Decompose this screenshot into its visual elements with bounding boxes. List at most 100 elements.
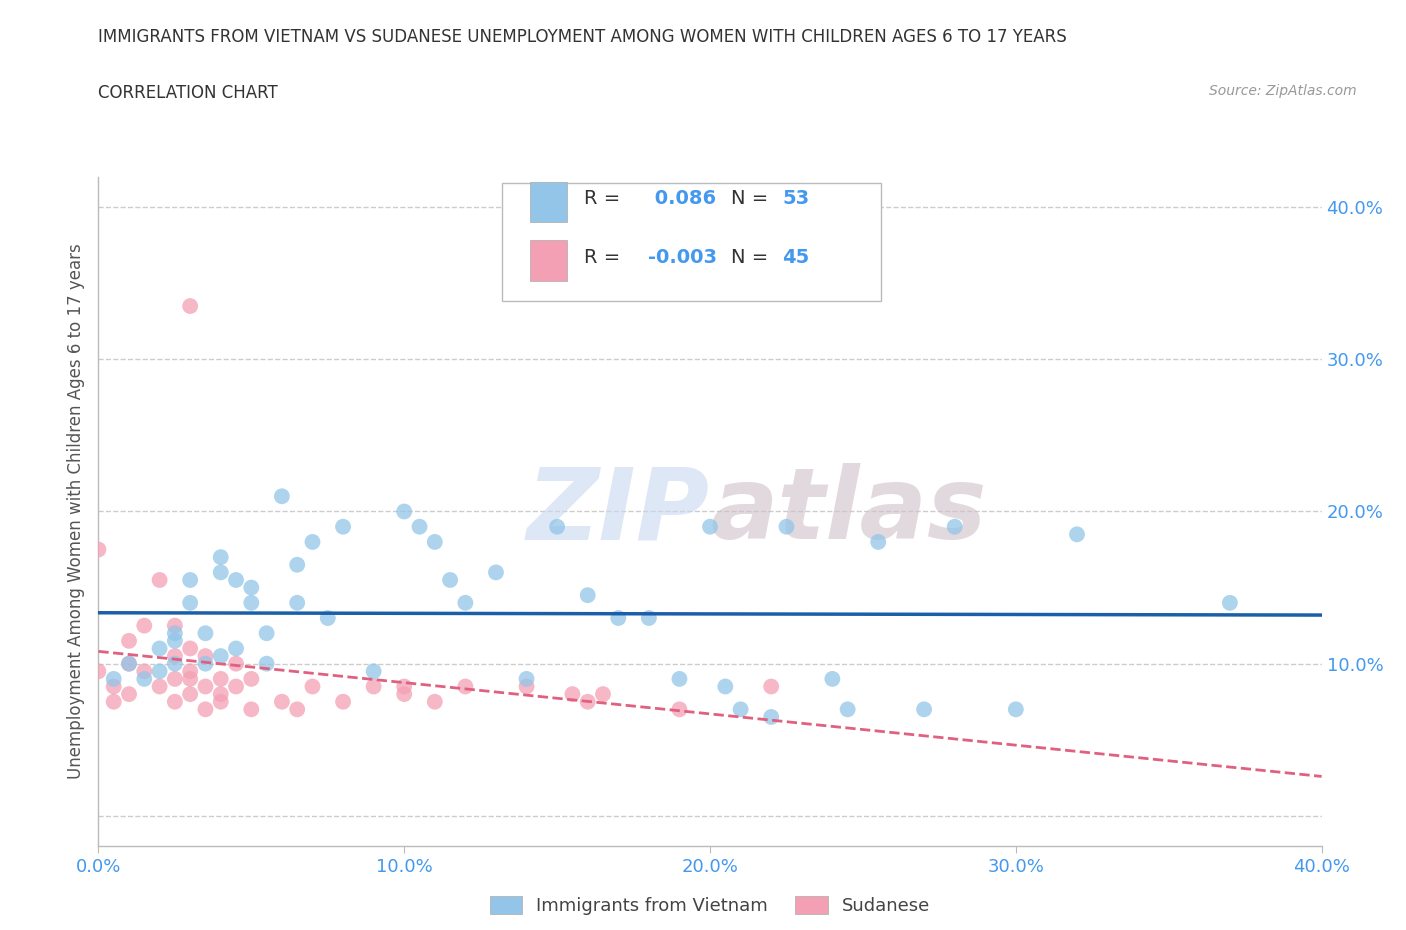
Point [485, 565, 508, 579]
Point [285, 595, 308, 610]
Point [668, 671, 690, 686]
Text: CORRELATION CHART: CORRELATION CHART [98, 84, 278, 101]
Text: Source: ZipAtlas.com: Source: ZipAtlas.com [1209, 84, 1357, 98]
Point [423, 535, 446, 550]
Point [759, 679, 782, 694]
Point [103, 679, 125, 694]
Point [163, 695, 186, 710]
Point [118, 686, 141, 701]
Point [240, 702, 263, 717]
Point [163, 633, 186, 648]
Point [912, 702, 935, 717]
Point [149, 679, 172, 694]
Point [256, 657, 278, 671]
Point [759, 710, 782, 724]
Point [516, 679, 538, 694]
Text: IMMIGRANTS FROM VIETNAM VS SUDANESE UNEMPLOYMENT AMONG WOMEN WITH CHILDREN AGES : IMMIGRANTS FROM VIETNAM VS SUDANESE UNEM… [98, 28, 1067, 46]
Point [194, 679, 217, 694]
Point [134, 664, 156, 679]
Point [714, 679, 737, 694]
Point [87, 664, 110, 679]
Point [607, 611, 630, 626]
Point [149, 641, 172, 656]
Text: 0.086: 0.086 [648, 189, 716, 208]
Point [637, 611, 661, 626]
Point [103, 671, 125, 686]
Point [270, 695, 292, 710]
Point [149, 664, 172, 679]
Point [868, 535, 890, 550]
Text: 53: 53 [782, 189, 810, 208]
Point [301, 679, 323, 694]
Point [576, 695, 599, 710]
Point [118, 657, 141, 671]
Point [837, 702, 859, 717]
Point [194, 702, 217, 717]
Point [668, 702, 690, 717]
Point [209, 695, 232, 710]
Point [408, 519, 430, 534]
Point [363, 679, 385, 694]
Point [730, 702, 752, 717]
Point [194, 626, 217, 641]
Point [240, 671, 263, 686]
Point [225, 679, 247, 694]
Text: R =: R = [583, 247, 620, 267]
Point [592, 686, 614, 701]
Point [332, 695, 354, 710]
Point [821, 671, 844, 686]
Point [943, 519, 966, 534]
Point [163, 618, 186, 633]
Point [163, 657, 186, 671]
Point [516, 671, 538, 686]
Point [134, 671, 156, 686]
Point [332, 519, 354, 534]
Text: -0.003: -0.003 [648, 247, 717, 267]
FancyBboxPatch shape [502, 183, 882, 300]
Y-axis label: Unemployment Among Women with Children Ages 6 to 17 years: Unemployment Among Women with Children A… [66, 244, 84, 779]
Point [163, 648, 186, 663]
Bar [530, 182, 567, 222]
Point [209, 671, 232, 686]
Text: 45: 45 [782, 247, 810, 267]
Point [576, 588, 599, 603]
Text: atlas: atlas [710, 463, 987, 560]
Point [423, 695, 446, 710]
Point [103, 695, 125, 710]
Point [179, 573, 201, 588]
Point [118, 657, 141, 671]
Point [285, 702, 308, 717]
Point [194, 648, 217, 663]
Point [363, 664, 385, 679]
Point [454, 679, 477, 694]
Point [775, 519, 797, 534]
Point [225, 641, 247, 656]
Point [163, 626, 186, 641]
Text: R =: R = [583, 189, 620, 208]
Legend: Immigrants from Vietnam, Sudanese: Immigrants from Vietnam, Sudanese [481, 887, 939, 924]
Point [316, 611, 339, 626]
Point [163, 671, 186, 686]
Point [256, 626, 278, 641]
Point [439, 573, 461, 588]
Point [1219, 595, 1241, 610]
Point [392, 679, 416, 694]
Point [209, 686, 232, 701]
Point [1066, 527, 1088, 542]
Point [301, 535, 323, 550]
Text: N =: N = [731, 247, 768, 267]
Point [179, 641, 201, 656]
Point [392, 686, 416, 701]
Point [209, 550, 232, 565]
Point [179, 671, 201, 686]
Point [270, 489, 292, 504]
Point [240, 595, 263, 610]
Text: N =: N = [731, 189, 768, 208]
Point [454, 595, 477, 610]
Point [699, 519, 721, 534]
Point [179, 664, 201, 679]
Point [1004, 702, 1026, 717]
Point [240, 580, 263, 595]
Point [179, 595, 201, 610]
Point [179, 299, 201, 313]
